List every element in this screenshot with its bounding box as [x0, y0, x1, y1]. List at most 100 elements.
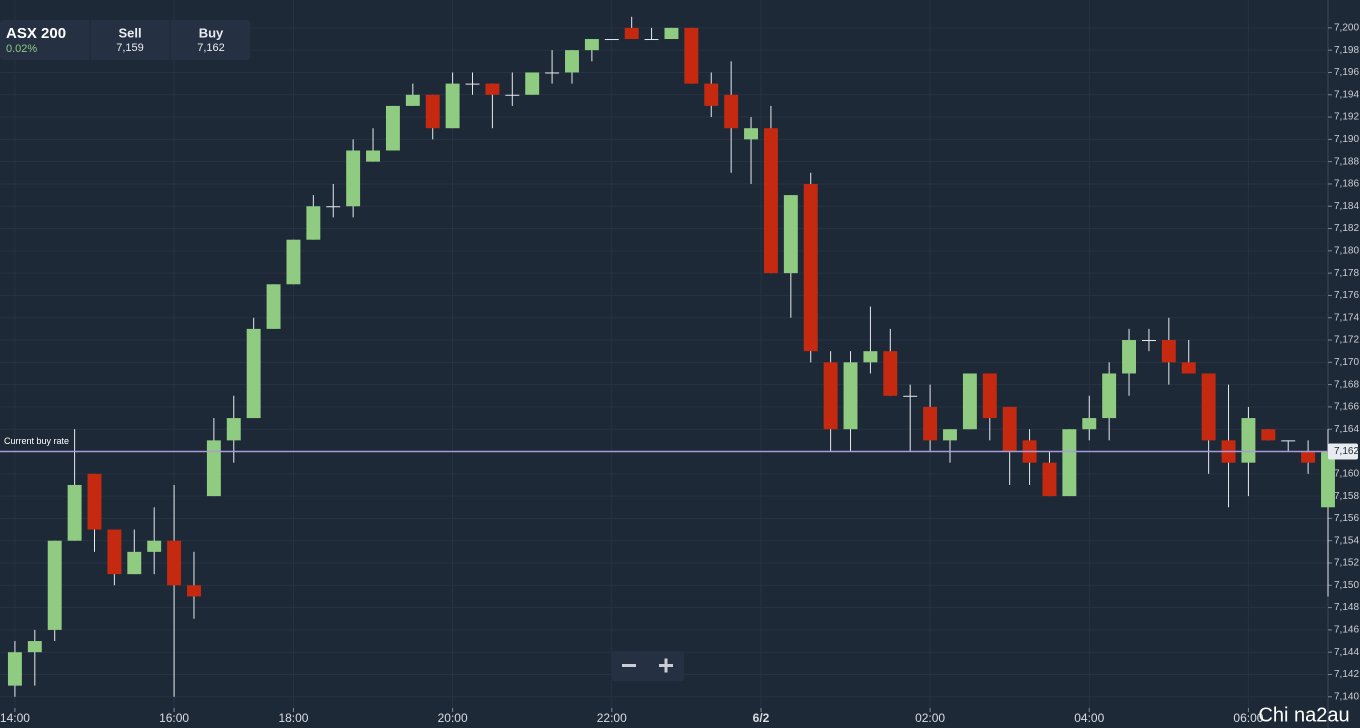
candle-body — [763, 128, 778, 274]
y-tick-label: 7,196 — [1334, 67, 1359, 78]
candle-body — [1241, 418, 1256, 463]
zoom-out[interactable] — [622, 664, 636, 667]
candle-body — [505, 94, 520, 96]
candle-body — [525, 72, 540, 95]
y-tick-label: 7,142 — [1334, 669, 1359, 680]
y-tick-label: 7,190 — [1334, 134, 1359, 145]
x-tick-label: 18:00 — [278, 711, 308, 725]
candle-body — [326, 206, 341, 208]
candle-body — [7, 652, 22, 686]
y-tick-label: 7,166 — [1334, 402, 1359, 413]
zoom-in[interactable] — [664, 658, 668, 673]
y-tick-label: 7,158 — [1334, 491, 1359, 502]
candle-body — [982, 373, 997, 419]
candle-body — [1122, 340, 1137, 374]
y-tick-label: 7,140 — [1334, 691, 1359, 702]
x-tick-label: 04:00 — [1074, 711, 1104, 725]
candle-body — [226, 418, 241, 441]
candle-body — [67, 484, 82, 541]
candle-body — [903, 395, 918, 397]
candle-body — [1042, 462, 1057, 497]
candle-body — [664, 27, 679, 40]
candle-body — [704, 83, 719, 106]
x-tick-label: 06:00 — [1233, 711, 1263, 725]
candle-body — [465, 83, 480, 85]
candle-body — [1281, 440, 1296, 442]
candle-body — [127, 551, 142, 575]
candle-body — [1161, 340, 1176, 363]
y-tick-label: 7,182 — [1334, 223, 1359, 234]
candle-body — [1321, 451, 1335, 508]
y-tick-label: 7,144 — [1334, 647, 1359, 658]
candle-body — [823, 362, 838, 430]
candle-body — [1082, 418, 1097, 430]
candle-body — [385, 105, 400, 151]
candle-body — [584, 39, 599, 51]
candle-body — [27, 641, 42, 653]
candle-body — [1301, 451, 1316, 463]
candle-body — [147, 540, 162, 552]
candle-body — [783, 195, 798, 274]
candle-body — [167, 540, 182, 586]
y-tick-label: 7,194 — [1334, 89, 1359, 100]
info-box — [0, 20, 250, 60]
buy-rate-tag — [1328, 443, 1358, 460]
y-tick-label: 7,200 — [1334, 23, 1359, 34]
y-tick-label: 7,146 — [1334, 625, 1359, 636]
candle-body — [47, 540, 62, 630]
candle-body — [644, 39, 659, 41]
candle-body — [366, 150, 380, 162]
instrument: ASX 200 — [6, 25, 66, 42]
candle-body — [107, 529, 122, 575]
candle-body — [923, 406, 938, 441]
y-tick-label: 7,186 — [1334, 179, 1359, 190]
candle-body — [744, 128, 759, 140]
candle-body — [624, 27, 639, 40]
candle-body — [863, 351, 878, 363]
y-tick-label: 7,152 — [1334, 558, 1359, 569]
y-tick-label: 7,150 — [1334, 580, 1359, 591]
sell-price[interactable]: 7,159 — [116, 42, 144, 54]
y-tick-label: 7,148 — [1334, 602, 1359, 613]
candle-body — [1181, 362, 1196, 374]
candle-body — [883, 351, 898, 396]
y-tick-label: 7,172 — [1334, 335, 1359, 346]
candle-body — [485, 83, 500, 95]
x-tick-label: 6/2 — [753, 711, 770, 725]
candle-body — [87, 473, 102, 530]
candle-body — [425, 94, 440, 129]
y-tick-label: 7,160 — [1334, 468, 1359, 479]
sell-label[interactable]: Sell — [118, 25, 141, 40]
candle-body — [286, 239, 301, 285]
y-tick-label: 7,188 — [1334, 156, 1359, 167]
x-tick-label: 16:00 — [159, 711, 189, 725]
candle-body — [206, 440, 221, 497]
candle-body — [684, 27, 699, 84]
candle-body — [943, 429, 957, 441]
buy-rate-value: 7,162 — [1334, 446, 1359, 457]
y-tick-label: 7,184 — [1334, 201, 1359, 212]
y-tick-label: 7,198 — [1334, 45, 1359, 56]
y-tick-label: 7,176 — [1334, 290, 1359, 301]
candle-body — [346, 150, 361, 207]
candle-body — [545, 72, 560, 74]
y-tick-label: 7,174 — [1334, 312, 1359, 323]
candle-body — [1141, 340, 1156, 342]
zoom-controls — [612, 651, 684, 681]
info-panel: ASX 200 0.02% Sell 7,159 Buy 7,162 — [0, 20, 250, 60]
candle-body — [1261, 429, 1276, 441]
x-tick-label: 20:00 — [438, 711, 468, 725]
x-tick-label: 14:00 — [0, 711, 30, 725]
change: 0.02% — [6, 43, 37, 55]
candle-body — [962, 373, 977, 430]
buy-price[interactable]: 7,162 — [197, 42, 225, 54]
x-tick-label: 02:00 — [915, 711, 945, 725]
y-tick-label: 7,192 — [1334, 112, 1359, 123]
candle-body — [843, 362, 858, 430]
candle-body — [306, 206, 321, 240]
buy-label[interactable]: Buy — [199, 25, 224, 40]
candle-body — [405, 94, 420, 106]
